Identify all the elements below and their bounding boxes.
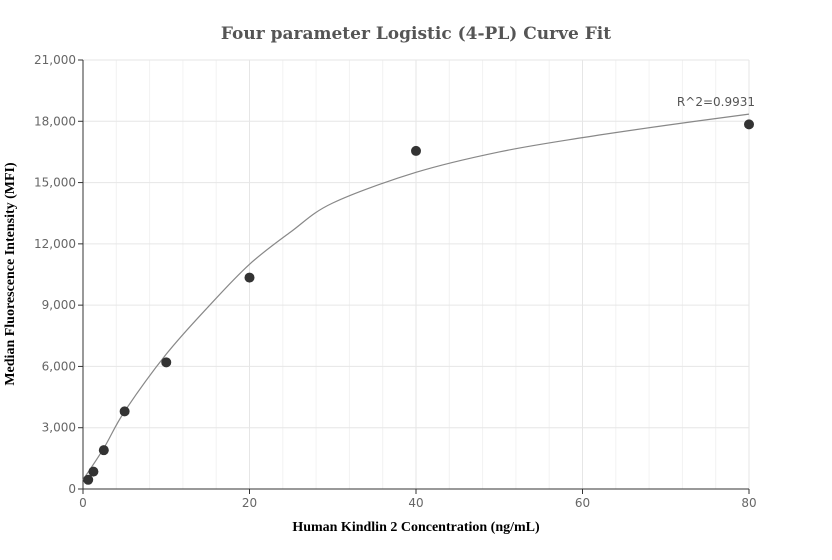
y-tick-label: 6,000 xyxy=(42,359,76,373)
x-tick-label: 80 xyxy=(741,496,756,510)
data-point xyxy=(411,145,421,156)
data-point xyxy=(83,474,94,485)
data-point xyxy=(161,357,172,368)
data-point xyxy=(88,466,99,477)
x-axis-title: Human Kindlin 2 Concentration (ng/mL) xyxy=(292,520,540,535)
x-tick-label: 0 xyxy=(79,496,87,510)
data-point xyxy=(244,272,255,283)
data-points xyxy=(83,119,754,485)
data-point xyxy=(98,445,109,456)
x-tick-label: 40 xyxy=(408,496,423,510)
chart-title: Four parameter Logistic (4-PL) Curve Fit xyxy=(221,24,611,44)
y-tick-label: 0 xyxy=(68,482,76,496)
y-tick-label: 18,000 xyxy=(34,114,76,128)
fit-curve xyxy=(82,113,750,481)
labels: Four parameter Logistic (4-PL) Curve Fit… xyxy=(3,24,755,535)
y-axis-title: Median Fluorescence Intensity (MFI) xyxy=(3,162,18,386)
data-point xyxy=(744,119,754,130)
y-tick-label: 21,000 xyxy=(34,53,76,67)
y-tick-label: 15,000 xyxy=(34,176,76,190)
y-tick-label: 12,000 xyxy=(34,237,76,251)
x-tick-label: 60 xyxy=(575,496,590,510)
fit-curve-group xyxy=(82,113,750,481)
y-tick-label: 3,000 xyxy=(42,421,76,435)
ticks: 0 20 40 60 80 0 3,000 6,000 9,000 12,000 15,000 18,… xyxy=(34,53,757,510)
y-tick-label: 9,000 xyxy=(42,298,76,312)
data-point xyxy=(119,406,130,417)
r-squared-annotation: R^2=0.9931 xyxy=(677,95,755,109)
x-tick-label: 20 xyxy=(242,496,257,510)
grid-minor xyxy=(115,60,717,489)
